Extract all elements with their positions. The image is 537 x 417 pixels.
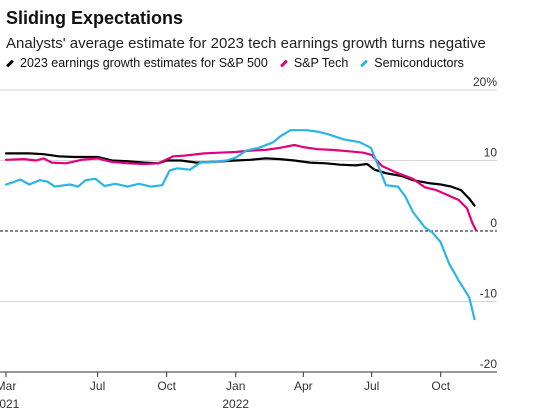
- legend: 2023 earnings growth estimates for S&P 5…: [6, 56, 476, 70]
- chart-title: Sliding Expectations: [6, 8, 184, 28]
- x-tick-label: Oct: [431, 379, 450, 393]
- chart-subtitle: Analysts' average estimate for 2023 tech…: [6, 35, 486, 52]
- y-tick-label: 0: [490, 216, 497, 230]
- legend-item-sp-tech: S&P Tech: [279, 56, 349, 70]
- legend-item-semiconductors: Semiconductors: [360, 56, 464, 70]
- x-tick-year-label: 2022: [222, 397, 249, 411]
- legend-label-sp-tech: S&P Tech: [293, 56, 349, 70]
- y-tick-label: -20: [480, 357, 498, 371]
- series-line-sp-tech: [4, 143, 478, 232]
- legend-label-sp500: 2023 earnings growth estimates for S&P 5…: [20, 56, 268, 70]
- x-tick-label: Jul: [364, 379, 379, 393]
- legend-label-semiconductors: Semiconductors: [374, 56, 464, 70]
- x-tick-label: Jan: [226, 379, 245, 393]
- x-tick-label: Oct: [157, 379, 176, 393]
- series-line-semiconductors: [4, 129, 476, 321]
- legend-item-sp500: 2023 earnings growth estimates for S&P 5…: [6, 56, 268, 70]
- y-tick-label: 10: [484, 146, 498, 160]
- y-tick-label: -10: [480, 287, 498, 301]
- x-tick-year-label: 2021: [0, 397, 20, 411]
- x-tick-label: Mar: [0, 379, 16, 393]
- x-tick-label: Jul: [90, 379, 105, 393]
- x-tick-label: Apr: [294, 379, 313, 393]
- y-tick-label: 20%: [473, 75, 497, 89]
- series-line-sp500: [4, 152, 476, 207]
